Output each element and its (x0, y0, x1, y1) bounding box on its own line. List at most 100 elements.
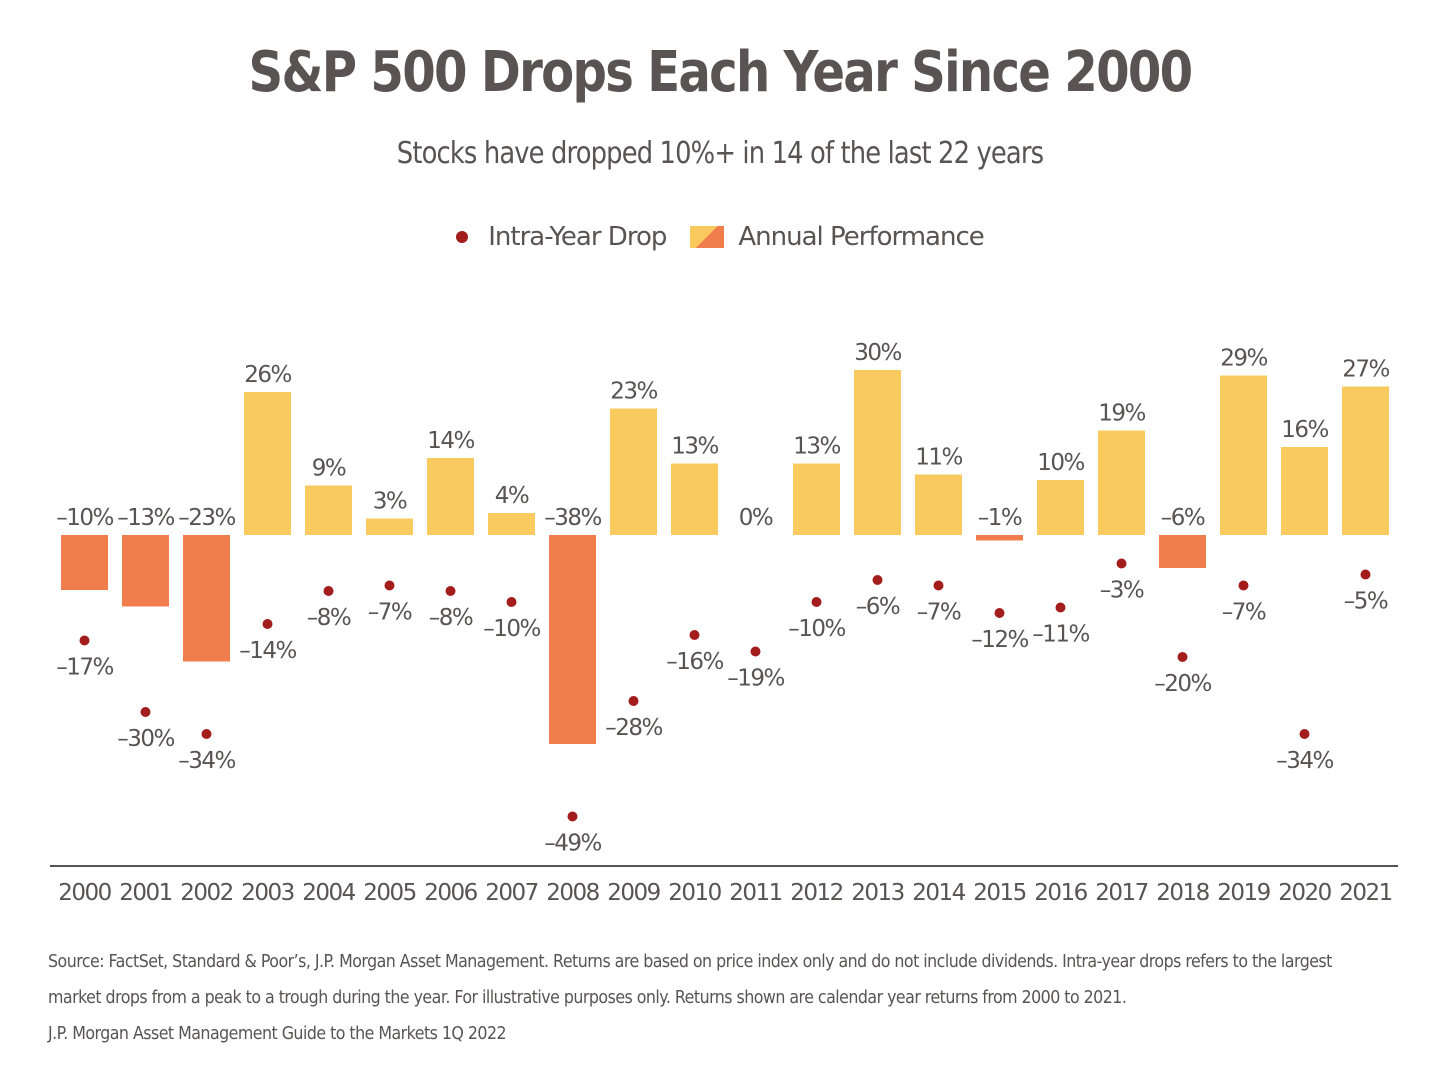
x-tick-2013: 2013 (851, 880, 904, 906)
bar-2019 (1220, 375, 1267, 535)
x-tick-2016: 2016 (1034, 880, 1087, 906)
drop-label-2017: –3% (1100, 578, 1144, 604)
drop-point-2019 (1238, 580, 1249, 591)
drop-label-2010: –16% (666, 649, 723, 675)
bar-2015 (976, 535, 1023, 541)
drop-point-2004 (323, 586, 334, 596)
chart-subtitle: Stocks have dropped 10%+ in 14 of the la… (396, 136, 1044, 171)
drop-label-2006: –8% (429, 605, 473, 631)
drop-point-2013 (872, 575, 883, 585)
legend-drop-label: Intra-Year Drop (488, 222, 667, 252)
drop-label-2003: –14% (239, 638, 296, 664)
bar-label-2020: 16% (1281, 417, 1328, 443)
x-tick-2020: 2020 (1278, 880, 1331, 906)
x-tick-2010: 2010 (668, 880, 721, 906)
drop-label-2000: –17% (56, 655, 113, 681)
x-tick-2006: 2006 (424, 880, 477, 906)
x-tick-2003: 2003 (241, 880, 294, 906)
drop-point-2011 (750, 646, 761, 657)
bar-2007 (488, 513, 535, 535)
x-tick-2019: 2019 (1217, 880, 1270, 906)
drop-point-2006 (445, 586, 456, 596)
bar-2017 (1098, 430, 1145, 535)
x-tick-2007: 2007 (485, 880, 538, 906)
bar-label-2001: –13% (117, 505, 174, 531)
bar-2009 (610, 408, 657, 535)
drop-point-2001 (140, 707, 151, 717)
bar-label-2019: 29% (1220, 346, 1267, 372)
bar-label-2012: 13% (793, 434, 840, 460)
bar-label-2017: 19% (1098, 401, 1145, 427)
bar-label-2000: –10% (56, 505, 113, 531)
x-tick-2000: 2000 (58, 880, 111, 906)
drop-point-2018 (1177, 652, 1188, 662)
bar-label-2016: 10% (1037, 450, 1084, 476)
bar-2002 (183, 535, 230, 662)
x-tick-2021: 2021 (1339, 880, 1392, 906)
drop-label-2008: –49% (544, 831, 601, 857)
bar-2001 (122, 535, 169, 607)
drop-label-2007: –10% (483, 616, 540, 642)
legend-performance-label: Annual Performance (738, 222, 984, 252)
x-tick-2014: 2014 (912, 880, 965, 906)
drop-point-2020 (1299, 729, 1310, 739)
drop-label-2019: –7% (1222, 600, 1266, 626)
bar-label-2004: 9% (312, 456, 346, 482)
drop-label-2014: –7% (917, 600, 961, 626)
x-tick-2002: 2002 (180, 880, 233, 906)
bar-label-2008: –38% (544, 505, 601, 531)
x-tick-2004: 2004 (302, 880, 355, 906)
bar-2014 (915, 474, 962, 535)
x-tick-2017: 2017 (1095, 880, 1148, 906)
drop-label-2002: –34% (178, 748, 235, 774)
chart-title: S&P 500 Drops Each Year Since 2000 (248, 40, 1194, 105)
drop-point-2017 (1116, 558, 1127, 569)
drop-point-2015 (994, 608, 1005, 618)
bar-2018 (1159, 535, 1206, 568)
drop-label-2004: –8% (307, 605, 351, 631)
bar-2008 (549, 535, 596, 744)
drop-point-2009 (628, 696, 639, 706)
bar-2021 (1342, 386, 1389, 535)
bar-2012 (793, 463, 840, 535)
drop-point-2021 (1360, 569, 1371, 580)
drop-label-2005: –7% (368, 600, 412, 626)
drop-label-2015: –12% (971, 627, 1028, 653)
bar-2005 (366, 518, 413, 535)
x-tick-2015: 2015 (973, 880, 1026, 906)
drop-label-2001: –30% (117, 726, 174, 752)
bar-label-2007: 4% (495, 483, 529, 509)
bar-label-2003: 26% (244, 362, 291, 388)
footnote-line-1: Source: FactSet, Standard & Poor’s, J.P.… (48, 951, 1332, 972)
bar-2003 (244, 392, 291, 535)
bar-label-2014: 11% (915, 445, 962, 471)
bar-label-2013: 30% (854, 340, 901, 366)
bar-label-2002: –23% (178, 505, 235, 531)
x-tick-2018: 2018 (1156, 880, 1209, 906)
x-tick-2011: 2011 (729, 880, 782, 906)
bar-label-2015: –1% (978, 505, 1022, 531)
bar-2006 (427, 458, 474, 535)
x-tick-2012: 2012 (790, 880, 843, 906)
drop-label-2012: –10% (788, 616, 845, 642)
drop-label-2018: –20% (1154, 671, 1211, 697)
drop-point-2000 (79, 635, 90, 646)
x-tick-2001: 2001 (119, 880, 172, 906)
bar-label-2009: 23% (610, 379, 657, 405)
legend-drop-marker-icon (456, 231, 469, 243)
drop-point-2003 (262, 619, 273, 629)
drop-label-2021: –5% (1344, 589, 1388, 615)
bar-2000 (61, 535, 108, 590)
bar-label-2010: 13% (671, 434, 718, 460)
drop-label-2011: –19% (727, 666, 784, 692)
x-tick-2005: 2005 (363, 880, 416, 906)
footnote-line-2: market drops from a peak to a trough dur… (48, 987, 1127, 1008)
drop-point-2016 (1055, 602, 1066, 613)
drop-point-2005 (384, 580, 395, 591)
bar-2004 (305, 485, 352, 535)
drop-label-2016: –11% (1032, 622, 1089, 648)
drop-label-2020: –34% (1276, 748, 1333, 774)
bar-2010 (671, 463, 718, 535)
drop-point-2002 (201, 729, 212, 739)
